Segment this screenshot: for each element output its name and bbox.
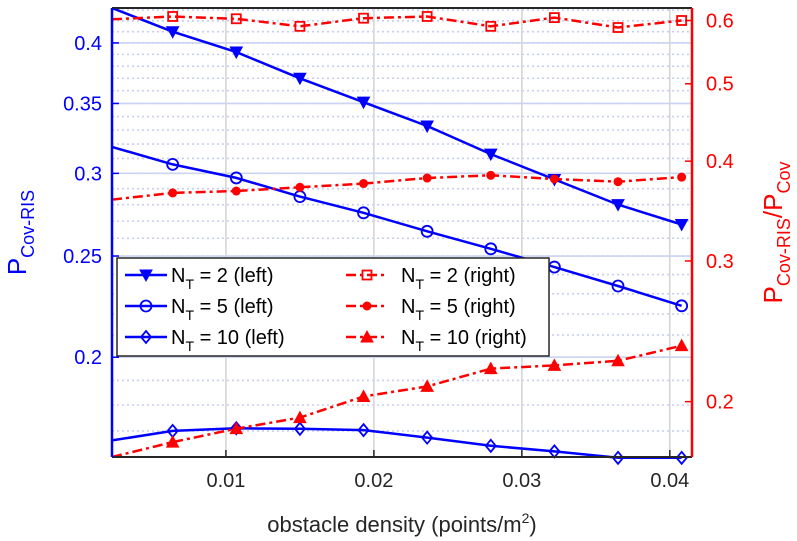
data-point-marker: [229, 171, 243, 185]
x-tick-label: 0.03: [502, 470, 541, 492]
data-point-marker: [674, 219, 689, 232]
data-point-marker: [421, 11, 433, 22]
axes: 0.01 0.02 0.03 0.04 0.2 0.25 0.3 0.35 0.4 0.2 0.3 0…: [2, 7, 794, 537]
data-point-marker: [356, 389, 371, 402]
data-point-marker: [230, 13, 242, 25]
data-point-marker: [420, 379, 434, 392]
series-layer: [111, 6, 689, 466]
legend-marker: [362, 301, 372, 311]
data-point-marker: [611, 450, 625, 466]
data-point-marker: [611, 199, 625, 212]
x-axis-label: obstacle density (points/m2): [267, 510, 536, 537]
left-y-tick-label: 0.4: [74, 33, 102, 55]
legend-label: NT = 10 (left): [171, 327, 285, 354]
legend-marker: [139, 299, 153, 313]
legend-marker: [139, 329, 153, 345]
data-point-marker: [294, 20, 306, 32]
x-tick-label: 0.02: [354, 470, 393, 492]
data-point-marker: [483, 361, 498, 375]
data-point-marker: [674, 338, 689, 352]
legend-marker: [360, 329, 374, 343]
data-point-marker: [548, 12, 560, 24]
left-y-tick-label: 0.25: [63, 246, 102, 268]
data-point-marker: [293, 421, 307, 437]
data-point-marker: [611, 279, 625, 293]
data-point-marker: [549, 174, 559, 184]
right-y-tick-label: 0.3: [706, 251, 734, 273]
data-point-marker: [675, 299, 689, 313]
left-y-tick-label: 0.2: [74, 347, 102, 369]
data-point-marker: [295, 182, 305, 192]
grid: [112, 8, 692, 457]
data-point-marker: [356, 96, 371, 110]
data-point-marker: [420, 120, 434, 134]
data-point-marker: [358, 12, 369, 24]
data-point-marker: [547, 358, 562, 371]
data-point-marker: [484, 242, 498, 256]
data-point-marker: [420, 224, 434, 238]
data-point-marker: [486, 170, 496, 180]
data-point-marker: [229, 46, 244, 60]
series-line: [111, 427, 682, 460]
legend-label: NT = 10 (right): [401, 327, 527, 354]
data-point-marker: [420, 430, 434, 446]
legend: NT = 2 (left) NT = 2 (right) NT = 5 (left)…: [116, 257, 550, 357]
series-line: [111, 6, 682, 226]
data-point-marker: [612, 22, 624, 33]
data-point-marker: [485, 20, 497, 32]
data-point-marker: [230, 420, 243, 436]
data-point-marker: [611, 353, 625, 367]
series-line: [111, 174, 682, 201]
data-point-marker: [166, 157, 180, 171]
legend-box: [116, 257, 550, 357]
data-point-marker: [293, 410, 307, 424]
legend-label: NT = 5 (right): [401, 296, 516, 323]
data-point-marker: [167, 11, 179, 22]
data-point-marker: [675, 450, 688, 466]
left-y-tick-label: 0.35: [63, 93, 102, 115]
data-point-marker: [293, 72, 307, 86]
data-point-marker: [229, 421, 244, 435]
data-point-marker: [168, 188, 178, 198]
right-y-tick-label: 0.6: [706, 10, 734, 32]
right-y-tick-label: 0.5: [706, 74, 734, 96]
x-tick-label: 0.01: [206, 470, 245, 492]
data-point-marker: [165, 26, 180, 39]
series-line: [111, 15, 682, 29]
legend-label: NT = 2 (left): [171, 265, 274, 292]
legend-label: NT = 2 (right): [401, 265, 516, 292]
data-point-marker: [613, 177, 623, 187]
legend-label: NT = 5 (left): [171, 296, 274, 323]
right-y-tick-label: 0.4: [706, 151, 734, 173]
data-point-marker: [359, 179, 369, 189]
data-point-marker: [231, 186, 241, 196]
legend-marker: [361, 269, 373, 281]
right-y-tick-label: 0.2: [706, 392, 734, 414]
left-y-tick-label: 0.3: [74, 163, 102, 185]
data-point-marker: [422, 173, 432, 183]
x-tick-label: 0.04: [650, 470, 689, 492]
left-y-axis-label: PCov-RIS: [2, 190, 38, 275]
data-point-marker: [165, 435, 180, 448]
series-line: [111, 344, 682, 459]
data-point-marker: [357, 206, 370, 220]
series-line: [111, 145, 682, 307]
right-y-axis-label: PCov-RIS/PCov: [758, 162, 794, 304]
data-point-marker: [677, 172, 687, 182]
data-point-marker: [357, 422, 370, 438]
data-point-marker: [483, 148, 498, 162]
legend-marker: [139, 269, 153, 283]
data-point-marker: [484, 438, 497, 454]
